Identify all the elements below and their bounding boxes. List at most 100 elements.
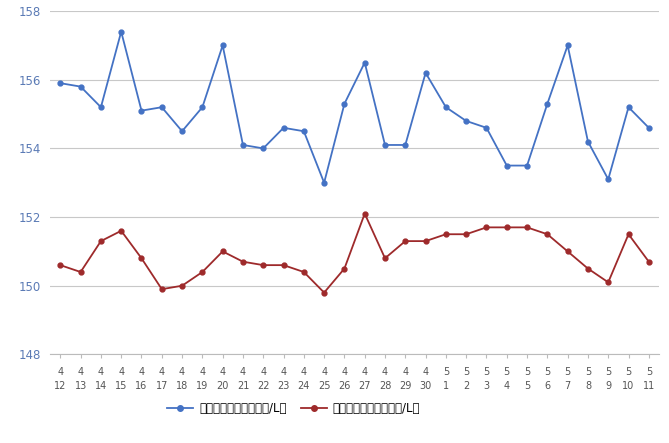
ハイオク看板価格（円/L） — [158, 105, 166, 110]
Text: 11: 11 — [643, 381, 655, 391]
ハイオク実売価格（円/L） — [381, 256, 389, 261]
Text: 4: 4 — [179, 367, 185, 377]
ハイオク看板価格（円/L） — [138, 108, 146, 113]
ハイオク看板価格（円/L） — [584, 139, 592, 144]
ハイオク実売価格（円/L） — [462, 232, 470, 237]
ハイオク看板価格（円/L） — [198, 105, 206, 110]
ハイオク看板価格（円/L） — [280, 125, 288, 130]
Text: 4: 4 — [199, 367, 205, 377]
Text: 5: 5 — [504, 367, 510, 377]
ハイオク看板価格（円/L） — [421, 70, 429, 75]
ハイオク看板価格（円/L） — [543, 101, 551, 106]
ハイオク実売価格（円/L） — [219, 249, 227, 254]
ハイオク看板価格（円/L） — [361, 60, 369, 65]
ハイオク実売価格（円/L） — [442, 232, 450, 237]
ハイオク実売価格（円/L） — [543, 232, 551, 237]
ハイオク実売価格（円/L） — [158, 287, 166, 292]
Text: 4: 4 — [260, 367, 266, 377]
ハイオク看板価格（円/L） — [320, 180, 328, 185]
Text: 22: 22 — [257, 381, 270, 391]
ハイオク実売価格（円/L） — [300, 269, 308, 275]
Text: 24: 24 — [298, 381, 310, 391]
Text: 5: 5 — [646, 367, 652, 377]
ハイオク看板価格（円/L） — [97, 105, 105, 110]
Text: 5: 5 — [605, 367, 611, 377]
Text: 4: 4 — [138, 367, 145, 377]
ハイオク実売価格（円/L） — [198, 269, 206, 275]
Text: 4: 4 — [219, 367, 225, 377]
ハイオク実売価格（円/L） — [645, 259, 653, 264]
Text: 5: 5 — [626, 367, 632, 377]
Text: 16: 16 — [135, 381, 148, 391]
Text: 3: 3 — [484, 381, 490, 391]
ハイオク看板価格（円/L） — [645, 125, 653, 130]
ハイオク実売価格（円/L） — [361, 211, 369, 216]
Text: 5: 5 — [483, 367, 490, 377]
ハイオク実売価格（円/L） — [341, 266, 349, 271]
ハイオク看板価格（円/L） — [482, 125, 490, 130]
ハイオク実売価格（円/L） — [482, 225, 490, 230]
Text: 4: 4 — [382, 367, 388, 377]
ハイオク実売価格（円/L） — [401, 238, 409, 244]
ハイオク看板価格（円/L） — [341, 101, 349, 106]
ハイオク看板価格（円/L） — [117, 29, 125, 34]
Text: 19: 19 — [196, 381, 209, 391]
Text: 4: 4 — [118, 367, 124, 377]
ハイオク実売価格（円/L） — [280, 262, 288, 268]
Text: 5: 5 — [544, 367, 551, 377]
Text: 4: 4 — [321, 367, 327, 377]
Text: 5: 5 — [524, 381, 531, 391]
ハイオク看板価格（円/L） — [442, 105, 450, 110]
ハイオク実売価格（円/L） — [421, 238, 429, 244]
ハイオク実売価格（円/L） — [604, 280, 612, 285]
ハイオク看板価格（円/L） — [76, 84, 84, 89]
Text: 25: 25 — [318, 381, 330, 391]
Text: 5: 5 — [565, 367, 571, 377]
Text: 14: 14 — [95, 381, 107, 391]
Text: 5: 5 — [463, 367, 470, 377]
Text: 30: 30 — [419, 381, 432, 391]
ハイオク実売価格（円/L） — [523, 225, 531, 230]
Text: 20: 20 — [217, 381, 229, 391]
ハイオク看板価格（円/L） — [604, 177, 612, 182]
Text: 29: 29 — [399, 381, 411, 391]
Text: 4: 4 — [280, 367, 286, 377]
ハイオク実売価格（円/L） — [56, 262, 64, 268]
ハイオク看板価格（円/L） — [462, 118, 470, 124]
Text: 7: 7 — [565, 381, 571, 391]
ハイオク実売価格（円/L） — [260, 262, 268, 268]
ハイオク看板価格（円/L） — [260, 146, 268, 151]
Text: 4: 4 — [504, 381, 510, 391]
ハイオク実売価格（円/L） — [138, 256, 146, 261]
ハイオク看板価格（円/L） — [381, 142, 389, 148]
Text: 5: 5 — [443, 367, 449, 377]
Text: 27: 27 — [359, 381, 371, 391]
Text: 4: 4 — [423, 367, 429, 377]
ハイオク看板価格（円/L） — [56, 81, 64, 86]
Text: 12: 12 — [54, 381, 66, 391]
Text: 4: 4 — [362, 367, 368, 377]
ハイオク看板価格（円/L） — [219, 43, 227, 48]
Text: 5: 5 — [524, 367, 531, 377]
Text: 17: 17 — [156, 381, 168, 391]
Text: 4: 4 — [301, 367, 307, 377]
Text: 5: 5 — [585, 367, 591, 377]
ハイオク看板価格（円/L） — [178, 128, 186, 134]
ハイオク看板価格（円/L） — [239, 142, 247, 148]
ハイオク実売価格（円/L） — [239, 259, 247, 264]
ハイオク実売価格（円/L） — [178, 283, 186, 288]
Text: 26: 26 — [339, 381, 351, 391]
Text: 18: 18 — [176, 381, 188, 391]
ハイオク実売価格（円/L） — [97, 238, 105, 244]
ハイオク実売価格（円/L） — [503, 225, 511, 230]
Text: 1: 1 — [443, 381, 449, 391]
ハイオク実売価格（円/L） — [564, 249, 572, 254]
Text: 2: 2 — [463, 381, 470, 391]
Legend: ハイオク看板価格（円/L）, ハイオク実売価格（円/L）: ハイオク看板価格（円/L）, ハイオク実売価格（円/L） — [167, 402, 420, 416]
Text: 4: 4 — [58, 367, 64, 377]
Text: 4: 4 — [159, 367, 165, 377]
Text: 4: 4 — [341, 367, 347, 377]
Text: 6: 6 — [545, 381, 551, 391]
ハイオク実売価格（円/L） — [117, 228, 125, 233]
Text: 23: 23 — [278, 381, 290, 391]
